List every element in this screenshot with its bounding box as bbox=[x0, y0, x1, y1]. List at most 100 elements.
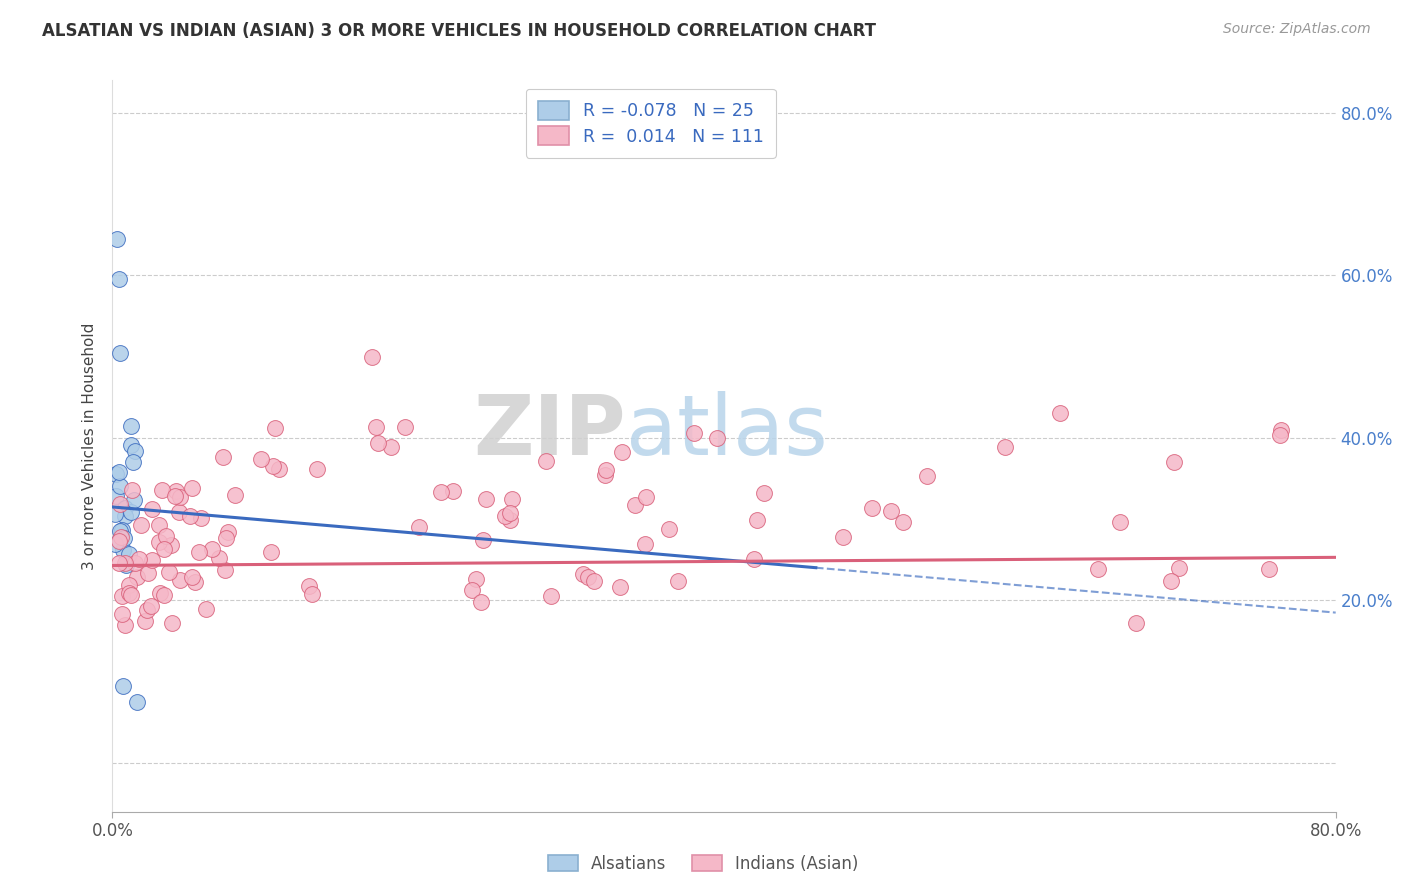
Point bbox=[122, 493, 145, 508]
Point bbox=[624, 499, 647, 513]
Point bbox=[430, 485, 453, 500]
Point bbox=[572, 567, 595, 582]
Point bbox=[212, 450, 235, 464]
Point bbox=[441, 483, 464, 498]
Point bbox=[120, 438, 142, 452]
Point bbox=[394, 420, 416, 434]
Point bbox=[148, 534, 170, 549]
Point bbox=[112, 679, 135, 693]
Point bbox=[114, 558, 136, 572]
Point bbox=[141, 502, 163, 516]
Point bbox=[138, 566, 160, 581]
Point bbox=[105, 232, 128, 246]
Y-axis label: 3 or more Vehicles in Household: 3 or more Vehicles in Household bbox=[82, 322, 97, 570]
Point bbox=[668, 574, 690, 589]
Point bbox=[1270, 423, 1292, 437]
Point bbox=[831, 530, 853, 544]
Point bbox=[249, 452, 271, 467]
Point bbox=[190, 511, 212, 525]
Point bbox=[108, 556, 131, 570]
Point bbox=[595, 463, 617, 477]
Point bbox=[104, 489, 127, 503]
Point bbox=[160, 538, 183, 552]
Point bbox=[180, 482, 202, 496]
Point bbox=[260, 545, 283, 559]
Point bbox=[994, 440, 1017, 454]
Point bbox=[745, 513, 768, 527]
Text: ZIP: ZIP bbox=[474, 391, 626, 472]
Point bbox=[111, 523, 134, 537]
Point bbox=[195, 602, 218, 616]
Point bbox=[534, 454, 557, 468]
Point bbox=[262, 459, 284, 474]
Point bbox=[117, 547, 139, 561]
Point bbox=[494, 509, 516, 524]
Point bbox=[364, 420, 387, 434]
Point bbox=[879, 503, 901, 517]
Point bbox=[111, 589, 134, 603]
Point bbox=[860, 500, 883, 515]
Point bbox=[165, 489, 187, 503]
Point bbox=[107, 465, 129, 479]
Point bbox=[121, 483, 143, 497]
Point bbox=[367, 436, 389, 450]
Point bbox=[361, 350, 384, 364]
Point bbox=[167, 505, 190, 519]
Point bbox=[111, 607, 134, 622]
Point bbox=[184, 574, 207, 589]
Point bbox=[120, 505, 142, 519]
Text: ALSATIAN VS INDIAN (ASIAN) 3 OR MORE VEHICLES IN HOUSEHOLD CORRELATION CHART: ALSATIAN VS INDIAN (ASIAN) 3 OR MORE VEH… bbox=[42, 22, 876, 40]
Point bbox=[683, 425, 706, 440]
Point bbox=[474, 491, 496, 506]
Point bbox=[153, 588, 176, 602]
Point bbox=[181, 569, 204, 583]
Point bbox=[208, 550, 231, 565]
Point bbox=[1087, 562, 1109, 576]
Point bbox=[122, 454, 145, 468]
Point bbox=[160, 615, 183, 630]
Point bbox=[1160, 574, 1182, 588]
Point bbox=[108, 345, 131, 359]
Point bbox=[609, 580, 631, 594]
Point bbox=[110, 497, 132, 511]
Point bbox=[540, 589, 562, 603]
Legend: R = -0.078   N = 25, R =  0.014   N = 111: R = -0.078 N = 25, R = 0.014 N = 111 bbox=[526, 89, 776, 158]
Point bbox=[114, 556, 136, 570]
Legend: Alsatians, Indians (Asian): Alsatians, Indians (Asian) bbox=[541, 848, 865, 880]
Point bbox=[706, 431, 728, 445]
Point bbox=[1125, 616, 1147, 631]
Point bbox=[128, 551, 150, 566]
Point bbox=[141, 599, 163, 614]
Point bbox=[201, 541, 224, 556]
Point bbox=[104, 508, 127, 522]
Point bbox=[752, 486, 775, 500]
Point bbox=[582, 574, 605, 588]
Point bbox=[104, 467, 127, 482]
Point bbox=[634, 491, 657, 505]
Point bbox=[612, 444, 634, 458]
Point bbox=[298, 579, 321, 593]
Point bbox=[165, 483, 187, 498]
Point bbox=[215, 531, 238, 545]
Point bbox=[112, 543, 135, 558]
Point bbox=[1163, 455, 1185, 469]
Point bbox=[150, 483, 173, 498]
Point bbox=[301, 587, 323, 601]
Point bbox=[187, 545, 209, 559]
Point bbox=[120, 418, 142, 433]
Point bbox=[217, 524, 239, 539]
Point bbox=[1268, 428, 1291, 442]
Point bbox=[157, 565, 180, 579]
Point bbox=[1109, 515, 1132, 529]
Point bbox=[118, 578, 141, 592]
Point bbox=[224, 488, 246, 502]
Point bbox=[634, 537, 657, 551]
Point bbox=[148, 517, 170, 532]
Text: atlas: atlas bbox=[626, 391, 828, 472]
Point bbox=[108, 524, 131, 538]
Point bbox=[915, 469, 938, 483]
Point bbox=[129, 517, 152, 532]
Point bbox=[1167, 561, 1189, 575]
Point bbox=[117, 585, 139, 599]
Point bbox=[576, 570, 599, 584]
